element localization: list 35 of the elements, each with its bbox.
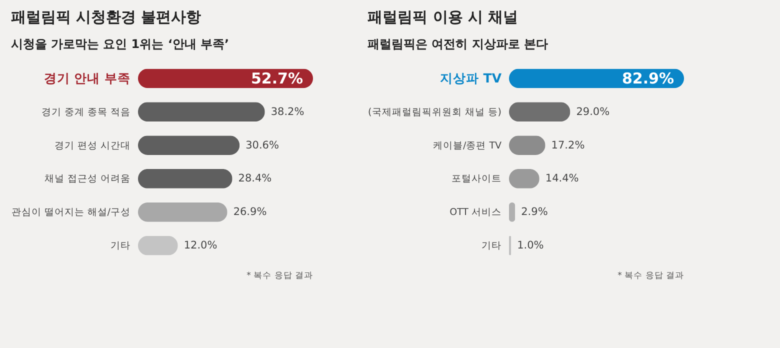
- y-tick-label: 포털사이트: [452, 174, 502, 185]
- text: * 복수 응답 결과: [618, 271, 684, 281]
- data-label: 26.9%: [233, 206, 267, 218]
- y-tick-label: 채널 접근성 어려움: [44, 174, 130, 185]
- bar: [138, 202, 228, 222]
- y-tick-label: 기타: [110, 240, 130, 252]
- data-label: 38.2%: [270, 106, 304, 118]
- y-tick-label: 지상파 TV: [440, 70, 502, 86]
- data-label: 1.0%: [517, 240, 544, 252]
- data-label: 52.7%: [250, 69, 303, 88]
- data-label: 29.0%: [576, 106, 610, 118]
- bar: [138, 136, 240, 155]
- chart-title: 패럴림픽 시청환경 불편사항: [10, 8, 202, 26]
- y-tick-label: 케이블/종편 TV: [432, 140, 502, 152]
- y-tick-label: 경기 중계 종목 적음: [41, 106, 130, 118]
- y-tick-label: 기타: [482, 240, 502, 252]
- bar: [138, 102, 265, 122]
- data-label: 30.6%: [246, 139, 279, 152]
- text: * 복수 응답 결과: [246, 271, 313, 281]
- chart-subtitle: 시청을 가로막는 요인 1위는 ‘안내 부족’: [10, 37, 230, 51]
- y-tick-label: 경기 편성 시간대: [54, 140, 130, 152]
- chart-title: 패럴림픽 이용 시 채널: [368, 8, 518, 26]
- bar: [138, 169, 232, 188]
- data-label: 17.2%: [551, 139, 585, 152]
- chart-subtitle: 패럴림픽은 여전히 지상파로 본다: [368, 37, 548, 51]
- data-label: 82.9%: [622, 69, 674, 88]
- y-tick-label: 관심이 떨어지는 해설/구성: [11, 207, 130, 218]
- bar: [509, 102, 570, 122]
- data-label: 2.9%: [521, 206, 548, 218]
- y-tick-label: OTT 서비스: [450, 207, 502, 218]
- y-tick-label: (국제패럴림픽위원회 채널 등): [368, 106, 502, 118]
- data-label: 12.0%: [184, 240, 218, 252]
- data-label: 28.4%: [238, 172, 272, 185]
- data-label: 14.4%: [545, 172, 579, 185]
- y-tick-label: 경기 안내 부족: [44, 70, 130, 86]
